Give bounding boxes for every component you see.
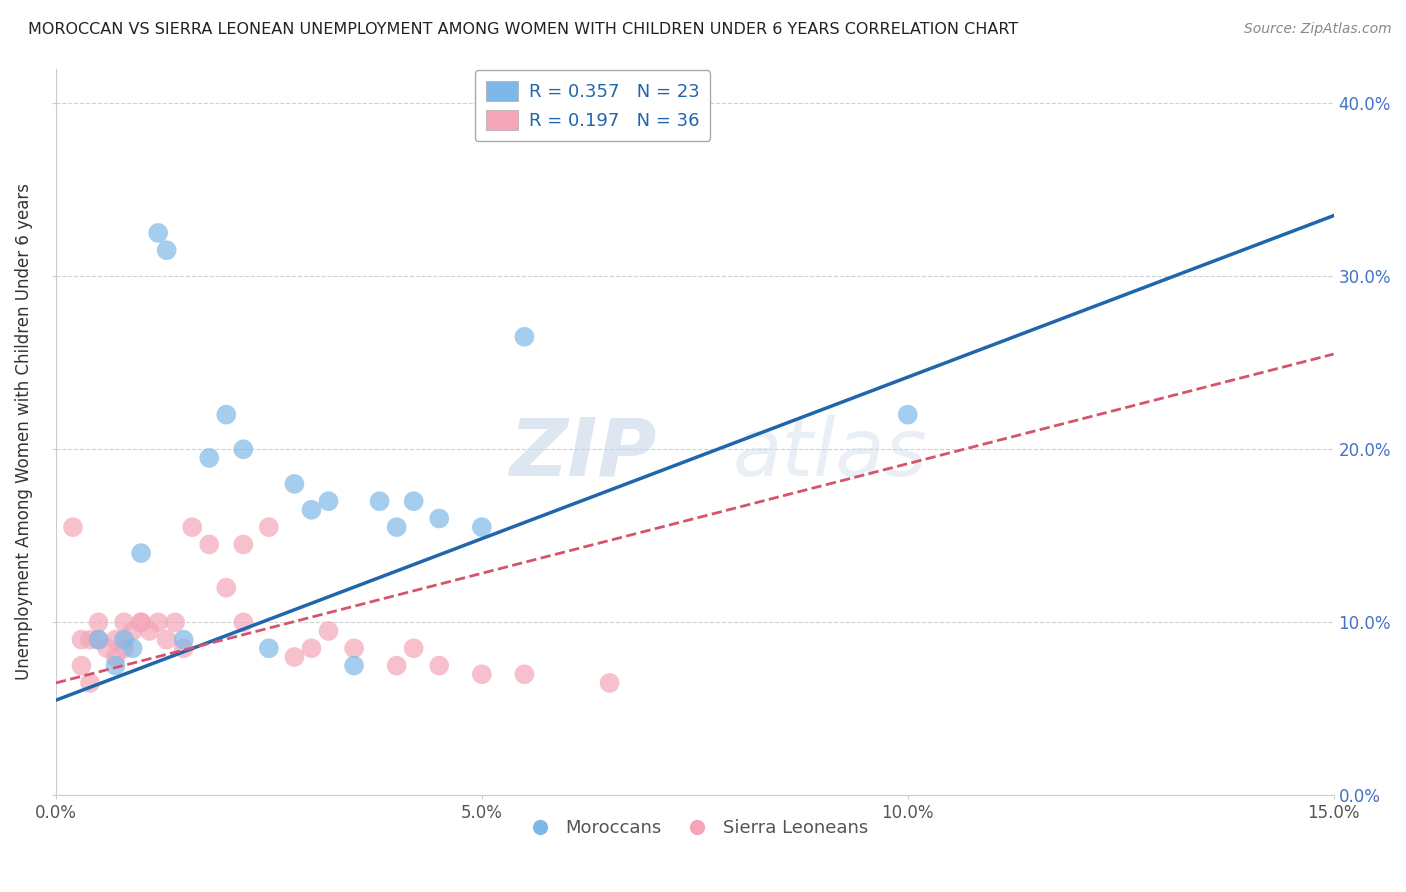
Point [232, 442, 254, 457]
Point [215, 581, 238, 595]
Point [283, 649, 305, 664]
Point [368, 494, 391, 508]
Point [156, 244, 179, 258]
Point [198, 450, 221, 465]
Point [156, 632, 179, 647]
Point [112, 641, 135, 656]
Point [599, 676, 621, 690]
Point [112, 632, 135, 647]
Point [121, 641, 143, 656]
Point [343, 658, 366, 673]
Point [257, 641, 280, 656]
Point [427, 511, 450, 525]
Point [62, 520, 84, 534]
Point [112, 615, 135, 630]
Point [96, 641, 118, 656]
Point [129, 615, 152, 630]
Point [343, 641, 366, 656]
Point [283, 476, 305, 491]
Point [146, 226, 169, 240]
Point [129, 615, 152, 630]
Point [87, 615, 110, 630]
Text: atlas: atlas [733, 415, 928, 492]
Point [513, 667, 536, 681]
Point [104, 632, 127, 647]
Point [513, 330, 536, 344]
Point [104, 658, 127, 673]
Point [471, 520, 494, 534]
Point [471, 667, 494, 681]
Point [104, 649, 127, 664]
Point [385, 520, 408, 534]
Point [173, 641, 195, 656]
Point [897, 408, 920, 422]
Point [165, 615, 187, 630]
Point [318, 494, 340, 508]
Point [301, 641, 323, 656]
Point [402, 494, 425, 508]
Text: Source: ZipAtlas.com: Source: ZipAtlas.com [1244, 22, 1392, 37]
Text: MOROCCAN VS SIERRA LEONEAN UNEMPLOYMENT AMONG WOMEN WITH CHILDREN UNDER 6 YEARS : MOROCCAN VS SIERRA LEONEAN UNEMPLOYMENT … [28, 22, 1018, 37]
Point [173, 632, 195, 647]
Point [70, 658, 93, 673]
Point [181, 520, 204, 534]
Point [198, 537, 221, 551]
Point [402, 641, 425, 656]
Point [87, 632, 110, 647]
Point [138, 624, 160, 638]
Point [257, 520, 280, 534]
Point [318, 624, 340, 638]
Point [70, 632, 93, 647]
Y-axis label: Unemployment Among Women with Children Under 6 years: Unemployment Among Women with Children U… [15, 184, 32, 681]
Point [79, 632, 101, 647]
Point [301, 503, 323, 517]
Point [232, 615, 254, 630]
Point [87, 632, 110, 647]
Point [121, 624, 143, 638]
Point [427, 658, 450, 673]
Text: ZIP: ZIP [509, 415, 657, 492]
Point [146, 615, 169, 630]
Point [215, 408, 238, 422]
Point [232, 537, 254, 551]
Point [129, 546, 152, 560]
Point [79, 676, 101, 690]
Point [385, 658, 408, 673]
Legend: Moroccans, Sierra Leoneans: Moroccans, Sierra Leoneans [515, 812, 875, 845]
